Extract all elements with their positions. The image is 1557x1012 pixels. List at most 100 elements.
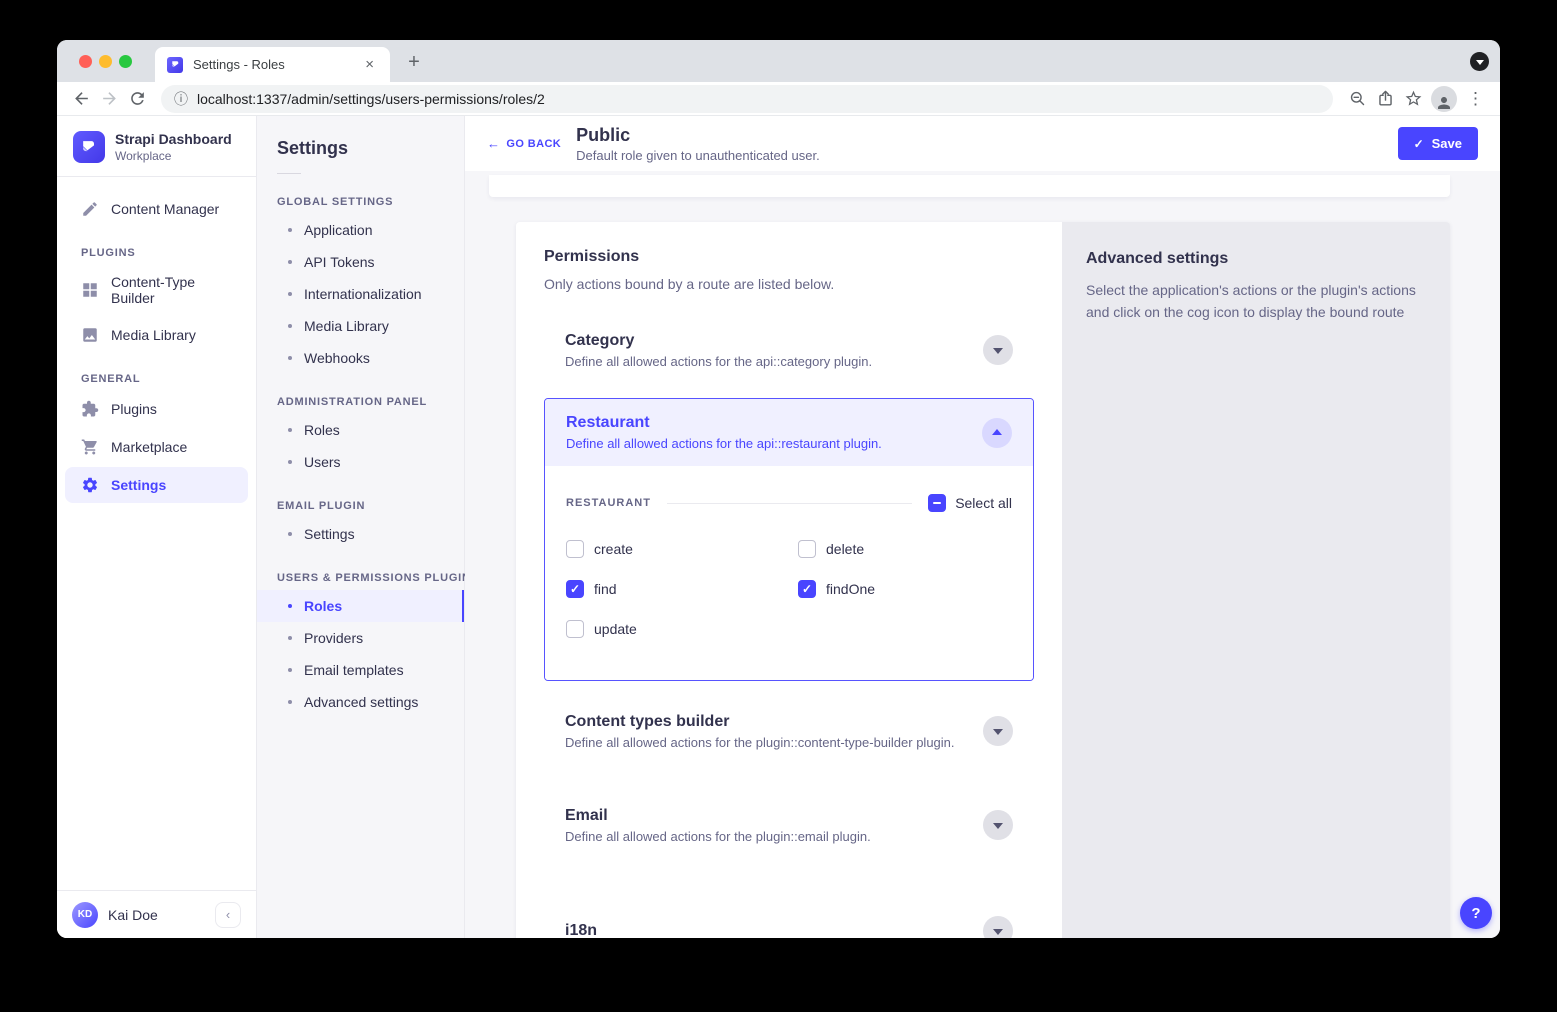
- permission-find-checkbox[interactable]: ✓ find: [566, 580, 798, 598]
- page-title: Public: [576, 124, 631, 145]
- accordion-category[interactable]: Category Define all allowed actions for …: [544, 322, 1034, 378]
- tab-strip: Settings - Roles × +: [57, 40, 1500, 82]
- chevron-up-icon: [992, 428, 1002, 435]
- subnav-item-advanced-settings[interactable]: Advanced settings: [257, 686, 464, 718]
- permissions-subtitle: Only actions bound by a route are listed…: [544, 276, 835, 292]
- save-button[interactable]: ✓ Save: [1397, 127, 1478, 160]
- subnav-item-providers[interactable]: Providers: [257, 622, 464, 654]
- browser-menu-icon[interactable]: ⋮: [1467, 88, 1484, 108]
- accordion-title: Restaurant: [566, 414, 650, 431]
- minimize-window-button[interactable]: [99, 55, 112, 68]
- strapi-app: Strapi Dashboard Workplace Content Manag…: [57, 116, 1500, 938]
- unchecked-checkbox-icon[interactable]: [798, 540, 816, 558]
- cart-icon: [81, 438, 99, 456]
- sidebar-item-marketplace[interactable]: Marketplace: [65, 429, 248, 465]
- permission-checkbox-label: create: [594, 541, 633, 557]
- picture-icon: [81, 326, 99, 344]
- expand-toggle-button[interactable]: [983, 335, 1013, 365]
- advanced-settings-title: Advanced settings: [1086, 250, 1229, 267]
- permission-create-checkbox[interactable]: create: [566, 540, 798, 558]
- collapse-toggle-button[interactable]: [982, 417, 1012, 448]
- role-details-card-bottom: [489, 175, 1450, 197]
- zoom-out-icon[interactable]: [1343, 85, 1371, 113]
- subnav-item-email-settings[interactable]: Settings: [257, 518, 464, 550]
- permission-delete-checkbox[interactable]: delete: [798, 540, 1012, 558]
- subnav-item-media-library[interactable]: Media Library: [257, 310, 464, 342]
- sidebar-item-media-library[interactable]: Media Library: [65, 317, 248, 353]
- workspace-brand[interactable]: Strapi Dashboard Workplace: [57, 116, 256, 176]
- checked-checkbox-icon[interactable]: ✓: [566, 580, 584, 598]
- accordion-description: Define all allowed actions for the plugi…: [565, 828, 871, 844]
- subnav-item-email-templates[interactable]: Email templates: [257, 654, 464, 686]
- browser-tab[interactable]: Settings - Roles ×: [155, 47, 390, 82]
- chevron-down-icon: [993, 823, 1003, 829]
- fullscreen-window-button[interactable]: [119, 55, 132, 68]
- accordion-email[interactable]: Email Define all allowed actions for the…: [544, 797, 1034, 853]
- forward-button[interactable]: [95, 85, 123, 113]
- expand-toggle-button[interactable]: [983, 716, 1013, 746]
- accordion-i18n[interactable]: i18n: [544, 903, 1034, 938]
- sidebar-item-settings[interactable]: Settings: [65, 467, 248, 503]
- subnav-item-api-tokens[interactable]: API Tokens: [257, 246, 464, 278]
- new-tab-button[interactable]: +: [408, 50, 420, 73]
- expand-toggle-button[interactable]: [983, 810, 1013, 840]
- unchecked-checkbox-icon[interactable]: [566, 620, 584, 638]
- settings-subnav: Settings GLOBAL SETTINGS Application API…: [257, 116, 470, 938]
- go-back-link[interactable]: ← GO BACK: [487, 136, 561, 151]
- page-info-icon[interactable]: ⓘ: [174, 90, 188, 107]
- check-icon: ✓: [1413, 136, 1424, 151]
- permission-findOne-checkbox[interactable]: ✓ findOne: [798, 580, 1012, 598]
- sidebar-item-content-type-builder[interactable]: Content-Type Builder: [65, 265, 248, 315]
- url-text[interactable]: localhost:1337/admin/settings/users-perm…: [197, 90, 545, 107]
- accordion-content-types-builder[interactable]: Content types builder Define all allowed…: [544, 703, 1034, 759]
- tab-close-icon[interactable]: ×: [365, 56, 374, 73]
- gear-icon: [81, 476, 99, 494]
- sidebar-section-general: GENERAL: [81, 373, 141, 385]
- subnav-item-admin-users[interactable]: Users: [257, 446, 464, 478]
- restaurant-actions-grid: create delete ✓ find ✓ findOne update: [566, 540, 1012, 638]
- back-button[interactable]: [67, 85, 95, 113]
- permission-update-checkbox[interactable]: update: [566, 620, 798, 638]
- sidebar-collapse-button[interactable]: ‹: [215, 901, 241, 928]
- subnav-item-admin-roles[interactable]: Roles: [257, 414, 464, 446]
- sidebar-item-label: Content-Type Builder: [111, 274, 196, 306]
- permissions-title: Permissions: [544, 248, 640, 265]
- strapi-logo-icon: [73, 131, 105, 163]
- subnav-item-application[interactable]: Application: [257, 214, 464, 246]
- accordion-text: Email Define all allowed actions for the…: [565, 807, 983, 844]
- user-avatar[interactable]: KD: [72, 901, 98, 928]
- subnav-item-up-roles[interactable]: Roles: [257, 590, 464, 622]
- divider: [277, 173, 301, 174]
- restaurant-group-row: RESTAURANT Select all: [566, 494, 1012, 512]
- browser-profile-avatar[interactable]: [1431, 85, 1457, 112]
- accordion-restaurant-header[interactable]: Restaurant Define all allowed actions fo…: [545, 399, 1033, 466]
- go-back-label: GO BACK: [506, 137, 562, 150]
- sidebar-item-content-manager[interactable]: Content Manager: [65, 191, 248, 227]
- accordion-text: i18n: [565, 922, 983, 938]
- url-bar[interactable]: ⓘ localhost:1337/admin/settings/users-pe…: [161, 84, 1333, 113]
- indeterminate-checkbox-icon[interactable]: [928, 494, 947, 512]
- sidebar-item-label: Marketplace: [111, 439, 188, 455]
- checked-checkbox-icon[interactable]: ✓: [798, 580, 816, 598]
- accordion-title: Email: [565, 806, 608, 824]
- sidebar-user-area: KD Kai Doe ‹: [57, 890, 256, 938]
- close-window-button[interactable]: [79, 55, 92, 68]
- bookmark-star-icon[interactable]: [1399, 85, 1427, 113]
- help-button[interactable]: ?: [1460, 897, 1492, 929]
- chevron-down-icon: [993, 348, 1003, 354]
- accordion-restaurant-body: RESTAURANT Select all create delete ✓ find ✓…: [545, 466, 1033, 680]
- subnav-section-global-settings: GLOBAL SETTINGS: [277, 196, 394, 208]
- share-icon[interactable]: [1371, 85, 1399, 113]
- expand-toggle-button[interactable]: [983, 916, 1013, 938]
- subnav-item-internationalization[interactable]: Internationalization: [257, 278, 464, 310]
- accordion-description: Define all allowed actions for the api::…: [565, 353, 873, 369]
- unchecked-checkbox-icon[interactable]: [566, 540, 584, 558]
- sidebar-item-plugins[interactable]: Plugins: [65, 391, 248, 427]
- user-name: Kai Doe: [108, 906, 158, 923]
- arrow-left-icon: ←: [487, 136, 501, 151]
- reload-button[interactable]: [123, 85, 151, 113]
- subnav-item-webhooks[interactable]: Webhooks: [257, 342, 464, 374]
- select-all-control[interactable]: Select all: [928, 494, 1012, 512]
- tab-search-button[interactable]: [1470, 52, 1489, 71]
- accordion-title: i18n: [565, 922, 598, 938]
